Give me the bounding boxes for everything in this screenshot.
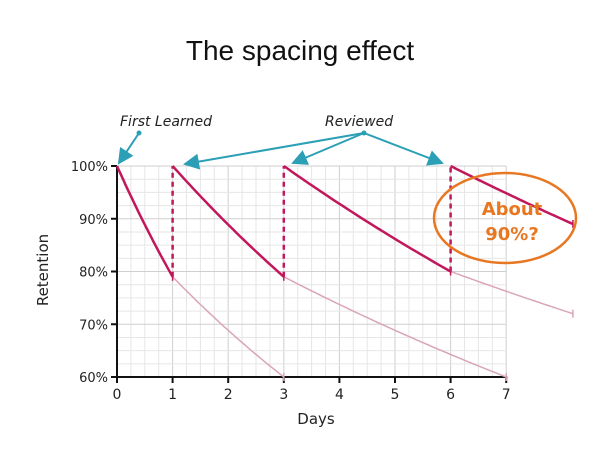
x-tick-label: 6: [446, 387, 455, 403]
x-tick-label: 1: [168, 387, 177, 403]
x-tick-label: 3: [279, 387, 288, 403]
x-tick-label: 5: [391, 387, 400, 403]
reviewed-arrow: [291, 132, 365, 165]
reviewed-arrow: [183, 132, 365, 170]
reviewed-label: Reviewed: [325, 114, 393, 130]
retention-curve: [171, 165, 285, 278]
reviewed-arrow: [363, 132, 444, 166]
y-tick-label: 60%: [79, 371, 108, 386]
y-axis-label: Retention: [34, 234, 52, 306]
chart-title: The spacing effect: [185, 35, 415, 66]
retention-curve: [450, 164, 574, 226]
x-tick-label: 2: [224, 387, 233, 403]
x-axis-label: Days: [297, 410, 335, 428]
x-tick-label: 4: [335, 387, 344, 403]
faded-curve: [450, 270, 574, 315]
callout-text-line1: About: [482, 199, 543, 220]
callout-text-line2: 90%?: [485, 224, 539, 245]
first-learned-label: First Learned: [120, 114, 212, 130]
callout-ellipse: [432, 171, 578, 265]
y-tick-label: 90%: [79, 213, 108, 228]
retention-curve: [115, 165, 174, 278]
retention-curve: [283, 164, 452, 273]
y-tick-label: 100%: [71, 160, 108, 175]
y-tick-label: 70%: [79, 318, 108, 333]
x-tick-label: 0: [113, 387, 122, 403]
first-learned-arrow: [117, 132, 140, 165]
faded-curve: [283, 276, 507, 378]
y-tick-label: 80%: [79, 266, 108, 281]
faded-curve: [172, 276, 285, 378]
x-tick-label: 7: [502, 387, 511, 403]
